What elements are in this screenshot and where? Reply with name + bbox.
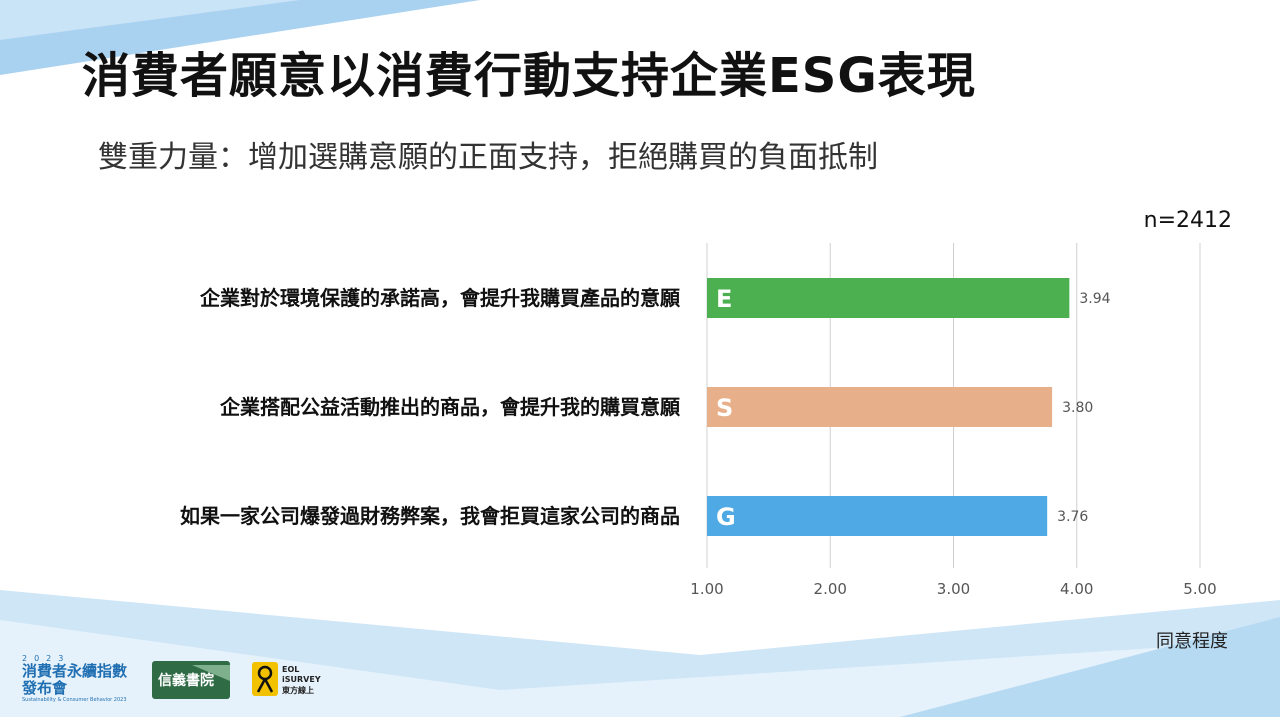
eol-logo: EOL iSURVEY 東方線上 bbox=[252, 662, 321, 696]
xinyi-logo: 信義書院 bbox=[152, 661, 230, 699]
x-tick-label: 2.00 bbox=[814, 580, 847, 598]
slide-subtitle: 雙重力量：增加選購意願的正面支持，拒絕購買的負面抵制 bbox=[98, 140, 878, 175]
bar-letter: S bbox=[716, 394, 733, 422]
x-axis-title: 同意程度 bbox=[1156, 631, 1228, 652]
bar bbox=[707, 496, 1048, 536]
x-tick-label: 5.00 bbox=[1183, 580, 1216, 598]
value-label: 3.80 bbox=[1062, 400, 1093, 416]
category-label: 如果一家公司爆發過財務弊案，我會拒買這家公司的商品 bbox=[180, 504, 680, 528]
event-logo-line2: 發布會 bbox=[22, 679, 68, 697]
event-logo-year: 2023 bbox=[22, 654, 71, 663]
event-logo-english: Sustainability & Consumer Behavior 2023 bbox=[22, 697, 127, 703]
x-tick-label: 1.00 bbox=[690, 580, 723, 598]
value-label: 3.76 bbox=[1057, 509, 1088, 525]
bar-letter: G bbox=[716, 503, 736, 531]
sample-size: n=2412 bbox=[1143, 208, 1232, 233]
bar bbox=[707, 278, 1070, 318]
xinyi-logo-text: 信義書院 bbox=[158, 672, 214, 689]
eol-logo-line3: 東方線上 bbox=[282, 685, 314, 695]
slide-title: 消費者願意以消費行動支持企業ESG表現 bbox=[82, 48, 976, 104]
x-tick-label: 4.00 bbox=[1060, 580, 1093, 598]
value-label: 3.94 bbox=[1079, 291, 1110, 307]
category-label: 企業對於環境保護的承諾高，會提升我購買產品的意願 bbox=[199, 286, 681, 310]
bar-letter: E bbox=[716, 285, 732, 313]
event-logo-line1: 消費者永續指數 bbox=[22, 662, 128, 680]
x-tick-label: 3.00 bbox=[937, 580, 970, 598]
eol-logo-line1: EOL bbox=[282, 665, 299, 674]
eol-logo-line2: iSURVEY bbox=[282, 675, 321, 684]
event-logo: 2023 消費者永續指數 發布會 Sustainability & Consum… bbox=[22, 654, 132, 703]
bar bbox=[707, 387, 1053, 427]
category-label: 企業搭配公益活動推出的商品，會提升我的購買意願 bbox=[219, 395, 681, 419]
